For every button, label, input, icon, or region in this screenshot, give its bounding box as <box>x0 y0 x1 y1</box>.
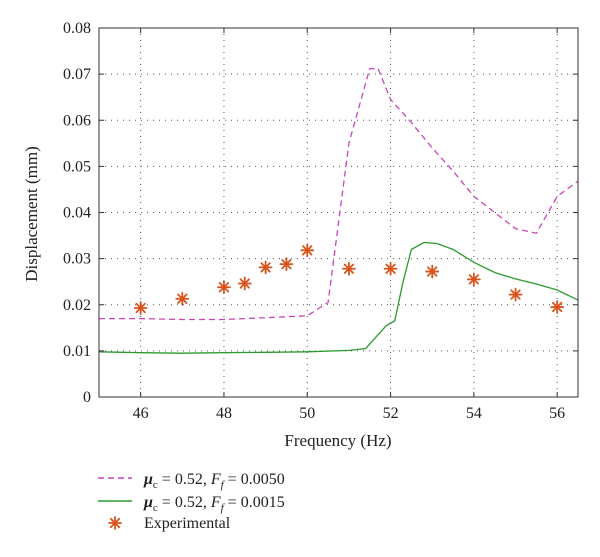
x-tick-label: 56 <box>549 405 565 422</box>
legend: μc = 0.52, Ff = 0.0050 μc = 0.52, Ff = 0… <box>98 471 285 532</box>
ticks: 46 48 50 52 54 56 0 0.01 0.02 0.03 0.04 0.05 0.06 0.0… <box>63 20 578 422</box>
x-tick-label: 54 <box>466 405 482 422</box>
experimental-point <box>279 257 294 272</box>
x-tick-label: 48 <box>216 405 232 422</box>
experimental-point <box>300 243 315 258</box>
experimental-point <box>342 261 356 276</box>
y-tick-label: 0.07 <box>63 66 91 83</box>
series-line-dashed <box>99 67 579 321</box>
experimental-point <box>217 280 231 295</box>
experimental-point <box>425 264 440 279</box>
y-tick-label: 0.03 <box>63 251 91 268</box>
legend-label-1: μc = 0.52, Ff = 0.0050 <box>143 471 285 491</box>
experimental-point <box>133 301 148 315</box>
experimental-point <box>508 287 523 302</box>
y-tick-label: 0.02 <box>63 297 91 314</box>
y-tick-label: 0.05 <box>63 158 91 175</box>
experimental-point <box>237 276 252 291</box>
plot-frame <box>98 27 579 398</box>
y-tick-label: 0.01 <box>63 343 91 360</box>
experimental-point <box>550 300 565 314</box>
x-tick-label: 46 <box>133 405 149 422</box>
y-tick-label: 0 <box>83 389 91 406</box>
y-tick-label: 0.06 <box>63 112 91 129</box>
legend-label-2: μc = 0.52, Ff = 0.0015 <box>143 494 285 514</box>
experimental-point <box>383 261 398 276</box>
legend-label-3: Experimental <box>144 515 231 532</box>
experimental-point <box>175 291 190 306</box>
legend-asterisk-marker <box>108 516 122 530</box>
experimental-point <box>466 272 481 287</box>
x-tick-label: 50 <box>299 405 315 422</box>
y-tick-label: 0.08 <box>63 20 91 37</box>
x-axis-label: Frequency (Hz) <box>284 431 391 450</box>
series-line-solid <box>98 241 579 354</box>
y-axis-label: Displacement (mm) <box>22 146 41 282</box>
x-tick-label: 52 <box>383 405 399 422</box>
y-tick-label: 0.04 <box>63 205 91 222</box>
experimental-point <box>258 260 273 275</box>
grid <box>99 28 578 397</box>
series-layer <box>98 67 579 354</box>
legend-asterisk <box>108 516 122 530</box>
